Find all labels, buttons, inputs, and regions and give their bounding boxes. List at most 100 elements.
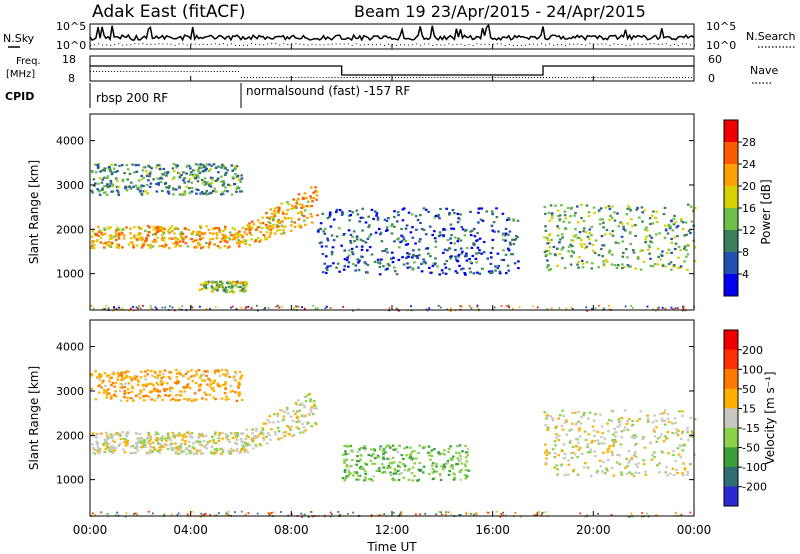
echo-cell — [231, 389, 235, 393]
echo-cell — [441, 271, 445, 274]
colorbar-swatch — [724, 388, 738, 409]
echo-cell — [160, 446, 164, 449]
echo-cell — [394, 447, 398, 450]
echo-cell — [649, 264, 653, 268]
echo-cell — [587, 433, 591, 436]
echo-cell — [608, 445, 611, 448]
nave-dot — [322, 77, 324, 78]
echo-cell — [245, 443, 248, 446]
echo-cell — [606, 450, 609, 453]
echo-cell — [568, 441, 572, 444]
echo-cell — [556, 473, 559, 476]
echo-cell — [489, 251, 493, 254]
echo-cell — [241, 226, 245, 229]
echo-cell — [461, 250, 464, 253]
nave-dot — [225, 71, 227, 72]
echo-cell — [458, 218, 462, 221]
echo-cell — [681, 309, 684, 312]
echo-cell — [339, 514, 342, 516]
echo-cell — [109, 179, 113, 183]
y-tick-label: 2000 — [56, 429, 84, 442]
echo-cell — [105, 396, 109, 399]
echo-cell — [557, 417, 560, 420]
echo-cell — [462, 267, 465, 270]
echo-cell — [153, 238, 156, 242]
echo-cell — [646, 414, 649, 417]
echo-cell — [343, 445, 346, 448]
nave-dot — [627, 77, 629, 78]
echo-cell — [117, 375, 120, 378]
echo-cell — [137, 226, 140, 229]
echo-cell — [495, 207, 498, 210]
echo-cell — [543, 250, 547, 254]
echo-cell — [228, 280, 231, 283]
echo-cell — [132, 243, 135, 246]
echo-cell — [324, 307, 327, 310]
echo-cell — [594, 307, 597, 310]
echo-cell — [686, 253, 690, 256]
echo-cell — [168, 387, 172, 390]
echo-cell — [230, 450, 234, 453]
echo-cell — [203, 379, 207, 382]
nave-tick-top: 60 — [708, 53, 722, 66]
echo-cell — [630, 458, 634, 461]
echo-cell — [193, 177, 197, 180]
echo-cell — [670, 219, 673, 222]
echo-cell — [342, 306, 345, 308]
echo-cell — [408, 454, 412, 457]
echo-cell — [655, 419, 658, 422]
echo-cell — [597, 512, 599, 515]
echo-cell — [601, 218, 604, 221]
echo-cell — [118, 233, 121, 236]
echo-cell — [388, 307, 391, 310]
echo-cell — [204, 513, 207, 515]
echo-cell — [507, 269, 511, 272]
echo-cell — [401, 256, 404, 259]
echo-cell — [113, 440, 116, 443]
echo-cell — [103, 185, 106, 188]
echo-cell — [119, 382, 123, 385]
echo-cell — [190, 238, 193, 241]
echo-cell — [177, 512, 180, 515]
echo-cell — [104, 384, 107, 388]
echo-cell — [105, 440, 108, 444]
noise-dot — [565, 44, 567, 46]
echo-cell — [176, 448, 180, 451]
echo-cell — [198, 440, 202, 443]
echo-cell — [153, 370, 156, 373]
echo-cell — [133, 374, 137, 377]
nave-dot — [491, 77, 493, 78]
echo-cell — [437, 452, 441, 455]
echo-cell — [367, 215, 370, 218]
echo-cell — [376, 258, 380, 261]
echo-cell — [433, 263, 437, 266]
echo-cell — [479, 218, 483, 221]
echo-cell — [627, 265, 631, 268]
echo-cell — [248, 244, 252, 247]
echo-cell — [591, 308, 593, 310]
echo-cell — [427, 252, 430, 255]
echo-cell — [349, 444, 353, 448]
echo-cell — [175, 242, 179, 245]
echo-cell — [557, 438, 561, 442]
echo-cell — [616, 453, 619, 456]
echo-cell — [451, 467, 455, 470]
echo-cell — [95, 232, 98, 235]
echo-cell — [309, 213, 313, 216]
echo-cell — [92, 446, 95, 449]
echo-cell — [235, 187, 239, 190]
echo-cell — [221, 373, 225, 376]
echo-cell — [179, 244, 182, 247]
echo-cell — [380, 258, 383, 261]
echo-cell — [269, 438, 272, 441]
echo-cell — [367, 453, 371, 457]
echo-cell — [95, 440, 98, 443]
echo-cell — [150, 382, 153, 385]
echo-cell — [231, 305, 234, 308]
echo-cell — [182, 375, 185, 378]
echo-cell — [386, 457, 389, 460]
echo-cell — [620, 471, 623, 474]
echo-cell — [224, 433, 228, 436]
echo-cell — [276, 412, 280, 415]
echo-cell — [400, 240, 404, 243]
